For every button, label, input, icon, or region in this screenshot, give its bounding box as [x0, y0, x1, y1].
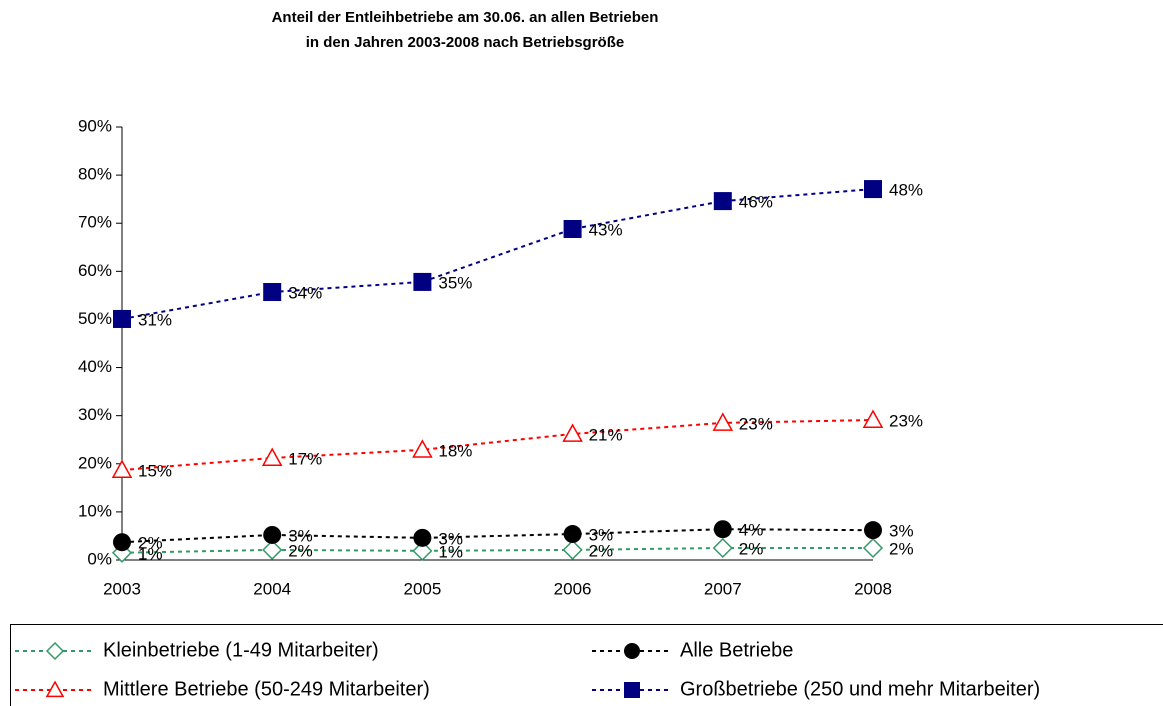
x-tick-label: 2008: [854, 579, 892, 598]
marker: [261, 447, 283, 466]
y-tick-label: 30%: [78, 405, 112, 424]
data-label: 1%: [438, 542, 463, 561]
series-line: [121, 546, 873, 554]
legend-label: Kleinbetriebe (1-49 Mitarbeiter): [103, 639, 379, 661]
legend-marker: [45, 680, 65, 698]
data-label: 23%: [739, 414, 773, 433]
x-tick-label: 2006: [554, 579, 592, 598]
legend-label: Mittlere Betriebe (50-249 Mitarbeiter): [103, 678, 430, 700]
data-label: 35%: [438, 273, 472, 292]
marker: [862, 409, 884, 428]
data-label: 17%: [288, 449, 322, 468]
marker: [862, 537, 884, 559]
legend-label: Alle Betriebe: [680, 639, 793, 661]
marker: [263, 283, 282, 302]
marker: [562, 423, 583, 442]
data-label: 18%: [438, 441, 472, 460]
y-tick-label: 40%: [78, 357, 112, 376]
y-tick-label: 10%: [78, 501, 112, 520]
data-label: 3%: [589, 526, 614, 545]
marker: [111, 459, 133, 478]
data-label: 23%: [889, 411, 923, 430]
y-tick-label: 20%: [78, 453, 112, 472]
data-label: 2%: [288, 541, 313, 560]
legend-label: Großbetriebe (250 und mehr Mitarbeiter): [680, 678, 1040, 700]
marker: [562, 539, 583, 560]
marker: [713, 520, 732, 539]
data-label: 2%: [739, 539, 764, 558]
marker: [413, 272, 432, 291]
data-label: 34%: [288, 284, 322, 303]
data-label: 4%: [739, 521, 764, 540]
y-tick-label: 90%: [78, 116, 112, 135]
marker: [563, 219, 582, 238]
y-tick-label: 50%: [78, 309, 112, 328]
chart-subtitle: in den Jahren 2003-2008 nach Betriebsgrö…: [306, 34, 624, 51]
marker: [263, 525, 282, 544]
data-label: 2%: [589, 541, 614, 560]
data-label: 2%: [138, 534, 163, 553]
x-tick-label: 2005: [403, 579, 441, 598]
x-tick-label: 2004: [253, 579, 291, 598]
legend-marker: [624, 643, 640, 659]
series-line: [121, 188, 874, 320]
marker: [113, 309, 131, 328]
data-label: 2%: [889, 539, 914, 558]
marker: [563, 525, 582, 544]
data-label: 3%: [288, 526, 313, 545]
data-label: 43%: [589, 220, 623, 239]
y-tick-label: 0%: [87, 549, 112, 568]
legend-marker: [624, 682, 640, 698]
marker: [712, 537, 733, 559]
marker: [113, 533, 131, 552]
data-label: 15%: [138, 462, 172, 481]
x-tick-label: 2003: [103, 579, 141, 598]
marker: [413, 528, 432, 547]
data-label: 46%: [739, 193, 773, 212]
y-tick-label: 60%: [78, 261, 112, 280]
marker: [864, 180, 882, 199]
series-line: [121, 418, 874, 472]
legend-marker: [45, 641, 65, 661]
data-label: 48%: [889, 181, 923, 200]
chart-title: Anteil der Entleihbetriebe am 30.06. an …: [272, 9, 659, 26]
data-label: 3%: [438, 529, 463, 548]
legend-box: [10, 624, 1163, 706]
data-label: 3%: [889, 522, 914, 541]
series-line: [121, 528, 874, 544]
data-label: 1%: [138, 544, 163, 563]
x-tick-label: 2007: [704, 579, 742, 598]
marker: [864, 521, 882, 540]
marker: [412, 540, 433, 561]
marker: [713, 192, 732, 211]
marker: [262, 539, 283, 560]
data-label: 21%: [589, 425, 623, 444]
y-tick-label: 70%: [78, 213, 112, 232]
marker: [712, 412, 734, 431]
data-label: 31%: [138, 310, 172, 329]
y-tick-label: 80%: [78, 165, 112, 184]
marker: [412, 439, 433, 458]
